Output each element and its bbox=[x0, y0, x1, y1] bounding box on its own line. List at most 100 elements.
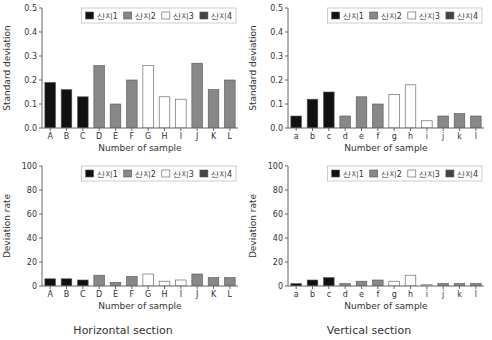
legend-label: 산지3 bbox=[173, 12, 194, 21]
x-tick-label: A bbox=[47, 290, 53, 299]
bar bbox=[208, 278, 219, 286]
x-tick bbox=[115, 286, 116, 289]
x-tick-label: K bbox=[211, 132, 217, 141]
x-tick bbox=[131, 286, 132, 289]
x-axis bbox=[288, 286, 484, 287]
x-tick bbox=[148, 286, 149, 289]
legend-frame bbox=[328, 8, 482, 23]
x-tick bbox=[164, 128, 165, 131]
legend: 산지1산지2산지3산지4 bbox=[328, 8, 482, 23]
x-tick bbox=[328, 128, 329, 131]
x-tick bbox=[197, 128, 198, 131]
bar bbox=[307, 280, 318, 286]
x-tick bbox=[99, 128, 100, 131]
bar bbox=[454, 114, 465, 128]
x-tick-label: d bbox=[343, 132, 348, 141]
x-tick bbox=[66, 286, 67, 289]
legend-swatch bbox=[200, 12, 208, 19]
x-tick bbox=[131, 128, 132, 131]
x-tick-label: L bbox=[228, 132, 233, 141]
x-tick bbox=[328, 286, 329, 289]
x-axis bbox=[288, 128, 484, 129]
y-tick-label: 20 bbox=[27, 258, 37, 267]
x-tick bbox=[361, 286, 362, 289]
x-tick bbox=[459, 128, 460, 131]
y-tick-label: 0.3 bbox=[24, 52, 37, 61]
x-tick bbox=[229, 128, 230, 131]
x-axis bbox=[42, 128, 238, 129]
x-tick-label: F bbox=[130, 132, 135, 141]
bar bbox=[225, 278, 236, 286]
bar bbox=[143, 66, 154, 128]
bar bbox=[94, 275, 105, 286]
x-tick bbox=[394, 128, 395, 131]
bar bbox=[159, 97, 170, 128]
bar bbox=[356, 97, 367, 128]
legend-label: 산지2 bbox=[135, 12, 156, 21]
legend-label: 산지2 bbox=[135, 170, 156, 179]
legend-label: 산지3 bbox=[173, 170, 194, 179]
y-tick-label: 40 bbox=[273, 234, 283, 243]
bar bbox=[422, 121, 433, 128]
x-tick-label: d bbox=[343, 290, 348, 299]
bar bbox=[373, 280, 384, 286]
legend-frame bbox=[328, 166, 482, 181]
bar bbox=[471, 116, 482, 128]
legend-swatch bbox=[86, 12, 94, 19]
x-tick-label: B bbox=[64, 290, 70, 299]
legend-label: 산지1 bbox=[343, 12, 364, 21]
legend-swatch bbox=[446, 12, 454, 19]
legend-label: 산지4 bbox=[457, 12, 478, 21]
x-axis-label: Number of sample bbox=[344, 143, 428, 153]
x-tick-label: C bbox=[80, 290, 86, 299]
x-tick-label: A bbox=[47, 132, 53, 141]
x-tick-label: H bbox=[161, 132, 167, 141]
bar bbox=[110, 104, 121, 128]
x-tick bbox=[410, 286, 411, 289]
bar bbox=[127, 80, 138, 128]
bar bbox=[78, 280, 89, 286]
bar bbox=[373, 104, 384, 128]
x-tick bbox=[377, 128, 378, 131]
x-tick-label: g bbox=[392, 290, 397, 299]
y-tick-label: 0.2 bbox=[24, 76, 37, 85]
x-tick-label: h bbox=[408, 132, 413, 141]
y-tick-label: 0 bbox=[278, 282, 283, 291]
legend-swatch bbox=[162, 170, 170, 177]
bar bbox=[356, 281, 367, 286]
y-tick-label: 20 bbox=[273, 258, 283, 267]
legend-swatch bbox=[332, 170, 340, 177]
y-tick-label: 100 bbox=[268, 162, 283, 171]
legend: 산지1산지2산지3산지4 bbox=[82, 166, 236, 181]
x-tick-label: l bbox=[475, 290, 477, 299]
x-tick-label: e bbox=[359, 132, 364, 141]
legend-swatch bbox=[332, 12, 340, 19]
legend-label: 산지1 bbox=[97, 170, 118, 179]
legend-label: 산지2 bbox=[381, 170, 402, 179]
y-tick-label: 80 bbox=[27, 186, 37, 195]
y-axis bbox=[42, 166, 43, 286]
y-axis-label: Deviation rate bbox=[248, 193, 258, 258]
bars bbox=[45, 274, 235, 286]
y-tick-label: 0 bbox=[32, 282, 37, 291]
x-tick-label: j bbox=[441, 132, 444, 141]
x-tick-label: G bbox=[145, 132, 151, 141]
legend-label: 산지3 bbox=[419, 12, 440, 21]
chart-panel: 020406080100ABCDEFGHIJKLNumber of sample… bbox=[2, 162, 238, 311]
legend-label: 산지4 bbox=[457, 170, 478, 179]
bar bbox=[176, 280, 187, 286]
bar bbox=[389, 94, 400, 128]
x-tick-label: B bbox=[64, 132, 70, 141]
y-axis-label: Deviation rate bbox=[2, 193, 12, 258]
bars bbox=[45, 63, 235, 128]
x-tick-label: F bbox=[130, 290, 135, 299]
legend-swatch bbox=[370, 170, 378, 177]
x-tick bbox=[410, 128, 411, 131]
legend-swatch bbox=[162, 12, 170, 19]
bar bbox=[389, 281, 400, 286]
x-tick bbox=[361, 128, 362, 131]
bars bbox=[291, 275, 481, 286]
x-tick bbox=[50, 128, 51, 131]
x-tick-label: l bbox=[475, 132, 477, 141]
x-tick bbox=[164, 286, 165, 289]
